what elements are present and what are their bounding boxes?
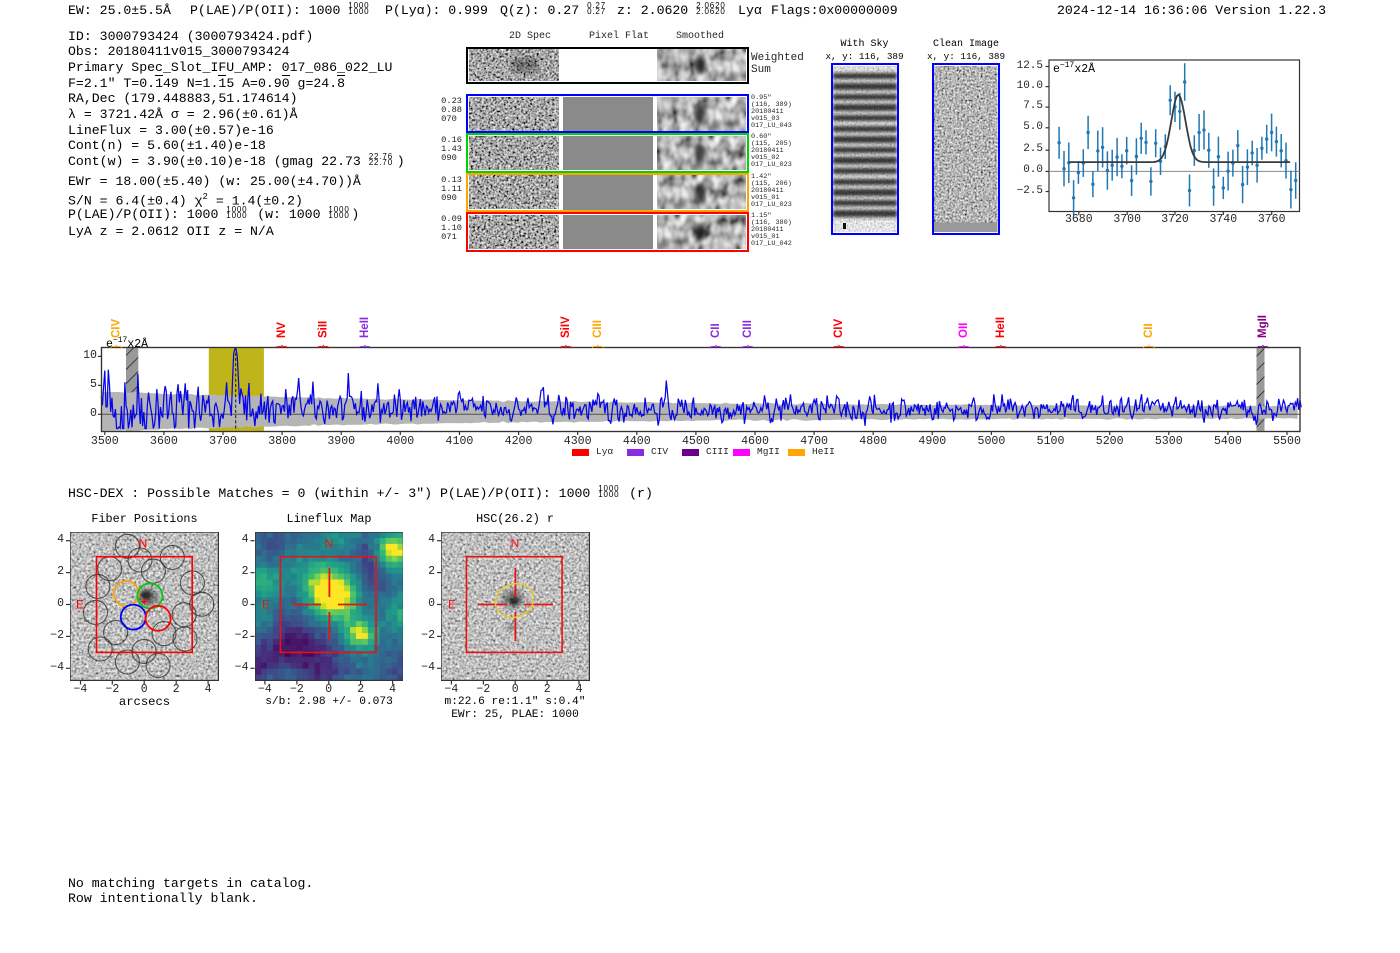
svg-text:OII: OII [958,323,970,338]
svg-text:MgII: MgII [1257,315,1269,338]
svg-text:}: } [592,345,604,349]
svg-text:}: } [710,345,722,349]
svg-text:}: } [359,345,371,349]
svg-text:HeII: HeII [359,317,371,338]
svg-text:}: } [276,345,288,349]
svg-text:N: N [139,537,148,551]
svg-text:}: } [995,345,1007,349]
svg-text:CII: CII [710,323,722,338]
svg-text:}: } [560,345,572,349]
svg-text:}: } [833,345,845,349]
svg-text:}: } [958,345,970,349]
svg-text:}: } [110,345,122,349]
svg-text:CIII: CIII [592,320,604,338]
svg-text:E: E [76,598,84,612]
svg-text:NV: NV [276,322,288,338]
svg-text:CIV: CIV [110,319,122,339]
svg-text:E: E [261,598,269,612]
svg-text:}: } [1143,345,1155,349]
svg-text:CIII: CIII [742,320,754,338]
svg-text:N: N [511,537,520,551]
svg-text:SiII: SiII [317,321,329,338]
svg-text:HeII: HeII [995,317,1007,338]
svg-text:CII: CII [1143,323,1155,338]
svg-text:}: } [317,345,329,349]
svg-text:}: } [1257,345,1269,349]
svg-text:N: N [324,537,333,551]
svg-text:CIV: CIV [833,319,845,339]
svg-text:SiIV: SiIV [560,316,572,338]
svg-text:}: } [742,345,754,349]
svg-text:E: E [448,598,456,612]
